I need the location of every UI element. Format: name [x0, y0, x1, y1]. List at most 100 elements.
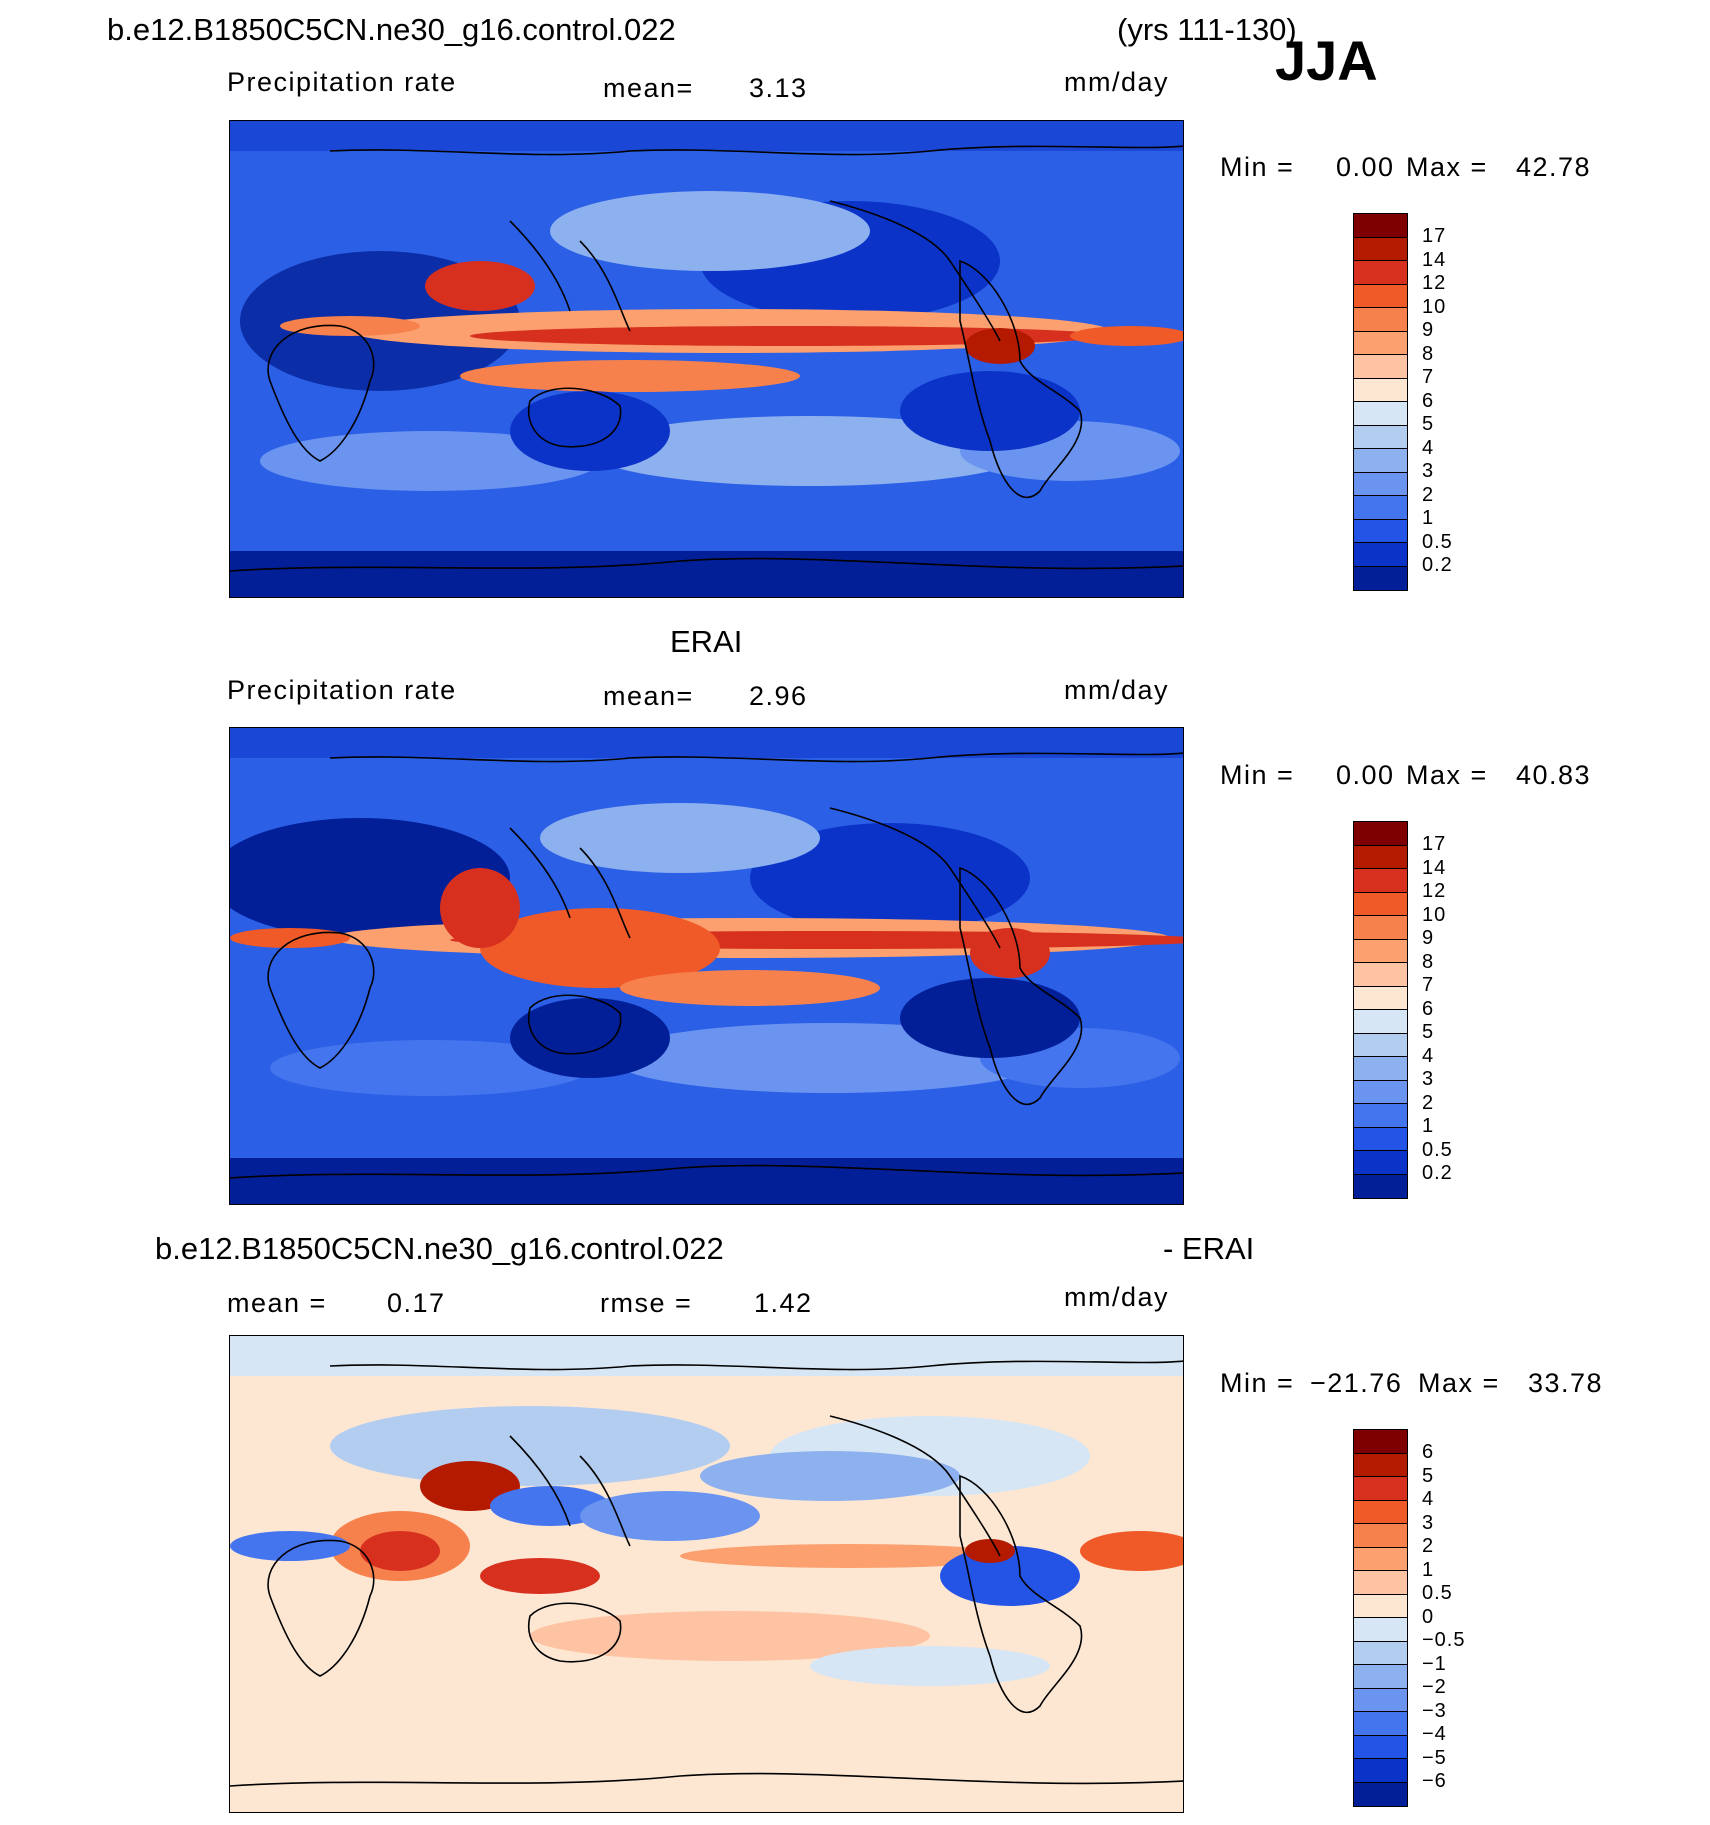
colorbar-tick-label: −3	[1422, 1699, 1447, 1722]
colorbar-tick-label: 12	[1422, 272, 1447, 294]
colorbar-swatch	[1354, 963, 1407, 987]
colorbar-swatch	[1354, 214, 1407, 238]
colorbar-swatch	[1354, 1033, 1407, 1057]
colorbar-swatch	[1354, 1477, 1407, 1501]
colorbar-tick-label: 0	[1422, 1605, 1435, 1628]
colorbar-tick-label: 0.5	[1422, 1138, 1453, 1161]
panel3-mean-value: 0.17	[387, 1288, 446, 1318]
colorbar-swatch	[1354, 237, 1407, 261]
colorbar-swatch	[1354, 308, 1407, 332]
colorbar-swatch	[1354, 939, 1407, 963]
colorbar-tick-label: 0.5	[1422, 1582, 1453, 1604]
case-title: b.e12.B1850C5CN.ne30_g16.control.022	[107, 12, 676, 47]
colorbar-swatch	[1354, 449, 1407, 473]
colorbar-tick-label: 17	[1422, 225, 1447, 247]
colorbar-swatch	[1354, 822, 1407, 846]
panel3-rmse-value: 1.42	[754, 1288, 813, 1318]
panel3-rmse-label: rmse =	[600, 1288, 693, 1318]
season-label: JJA	[1275, 29, 1378, 92]
colorbar-swatch	[1354, 1500, 1407, 1524]
colorbar-tick-label: 0.2	[1422, 554, 1453, 576]
colorbar-swatch	[1354, 402, 1407, 426]
colorbar-swatch	[1354, 1104, 1407, 1128]
colorbar-swatch	[1354, 986, 1407, 1010]
colorbar-swatch	[1354, 1712, 1407, 1736]
panel3-colorbar	[1353, 1429, 1408, 1807]
panel2-colorbar	[1353, 821, 1408, 1199]
colorbar-tick-label: 2	[1422, 1091, 1435, 1114]
colorbar-tick-label: −5	[1422, 1746, 1447, 1769]
colorbar-tick-label: 6	[1422, 1441, 1435, 1463]
colorbar-swatch	[1354, 261, 1407, 285]
panel1-variable-label: Precipitation rate	[227, 67, 457, 97]
panel2-max-value: 40.83	[1516, 760, 1592, 790]
colorbar-tick-label: 6	[1422, 997, 1435, 1020]
panel3-diff-field	[230, 1336, 1183, 1812]
panel1-colorbar	[1353, 213, 1408, 591]
colorbar-tick-label: 0.5	[1422, 530, 1453, 553]
colorbar-swatch	[1354, 1641, 1407, 1665]
years-label: (yrs 111-130)	[1117, 12, 1297, 47]
colorbar-tick-label: 5	[1422, 1464, 1435, 1487]
panel1-mean-label: mean=	[603, 73, 694, 103]
colorbar-tick-label: −2	[1422, 1676, 1447, 1698]
colorbar-tick-label: 17	[1422, 833, 1447, 855]
colorbar-swatch	[1354, 331, 1407, 355]
panel3-map	[229, 1335, 1184, 1813]
panel3-max-label: Max =	[1418, 1368, 1500, 1398]
colorbar-tick-label: 1	[1422, 1115, 1435, 1137]
colorbar-swatch	[1354, 284, 1407, 308]
panel1-units: mm/day	[1064, 67, 1170, 97]
colorbar-tick-label: 6	[1422, 389, 1435, 412]
panel3-title-suffix: - ERAI	[1163, 1231, 1255, 1266]
colorbar-tick-label: −4	[1422, 1723, 1447, 1745]
colorbar-tick-label: 1	[1422, 507, 1435, 529]
colorbar-tick-label: −1	[1422, 1652, 1447, 1675]
colorbar-swatch	[1354, 845, 1407, 869]
panel3-min-label: Min =	[1220, 1368, 1295, 1398]
panel2-units: mm/day	[1064, 675, 1170, 705]
colorbar-tick-label: 9	[1422, 927, 1435, 949]
panel1-min-label: Min =	[1220, 152, 1295, 182]
panel2-variable-label: Precipitation rate	[227, 675, 457, 705]
colorbar-swatch	[1354, 1080, 1407, 1104]
colorbar-tick-label: 5	[1422, 413, 1435, 435]
panel3-max-value: 33.78	[1528, 1368, 1604, 1398]
colorbar-swatch	[1354, 1594, 1407, 1618]
colorbar-tick-label: 8	[1422, 950, 1435, 973]
panel3-mean-label: mean =	[227, 1288, 327, 1318]
colorbar-tick-label: −6	[1422, 1770, 1447, 1792]
colorbar-swatch	[1354, 1665, 1407, 1689]
colorbar-swatch	[1354, 1453, 1407, 1477]
panel1-max-value: 42.78	[1516, 152, 1592, 182]
colorbar-swatch	[1354, 1524, 1407, 1548]
colorbar-tick-label: 8	[1422, 342, 1435, 365]
colorbar-swatch	[1354, 1127, 1407, 1151]
colorbar-swatch	[1354, 566, 1407, 590]
panel2-min-label: Min =	[1220, 760, 1295, 790]
colorbar-swatch	[1354, 472, 1407, 496]
colorbar-tick-label: 7	[1422, 974, 1435, 996]
colorbar-tick-label: 14	[1422, 248, 1447, 271]
colorbar-tick-label: 10	[1422, 295, 1447, 318]
colorbar-swatch	[1354, 1547, 1407, 1571]
colorbar-tick-label: 3	[1422, 460, 1435, 482]
colorbar-swatch	[1354, 543, 1407, 567]
panel2-mean-label: mean=	[603, 681, 694, 711]
panel1-mean-value: 3.13	[749, 73, 808, 103]
colorbar-swatch	[1354, 1782, 1407, 1806]
panel3-units: mm/day	[1064, 1282, 1170, 1312]
colorbar-swatch	[1354, 425, 1407, 449]
colorbar-tick-label: 14	[1422, 856, 1447, 879]
colorbar-tick-label: 0.2	[1422, 1162, 1453, 1184]
panel1-precip-field	[230, 121, 1183, 597]
colorbar-tick-label: 1	[1422, 1558, 1435, 1581]
colorbar-tick-label: 2	[1422, 483, 1435, 506]
colorbar-tick-label: 4	[1422, 1488, 1435, 1510]
colorbar-tick-label: 4	[1422, 436, 1435, 459]
colorbar-swatch	[1354, 1010, 1407, 1034]
colorbar-swatch	[1354, 519, 1407, 543]
colorbar-tick-label: 2	[1422, 1535, 1435, 1557]
panel2-max-label: Max =	[1406, 760, 1488, 790]
colorbar-tick-label: 5	[1422, 1021, 1435, 1043]
